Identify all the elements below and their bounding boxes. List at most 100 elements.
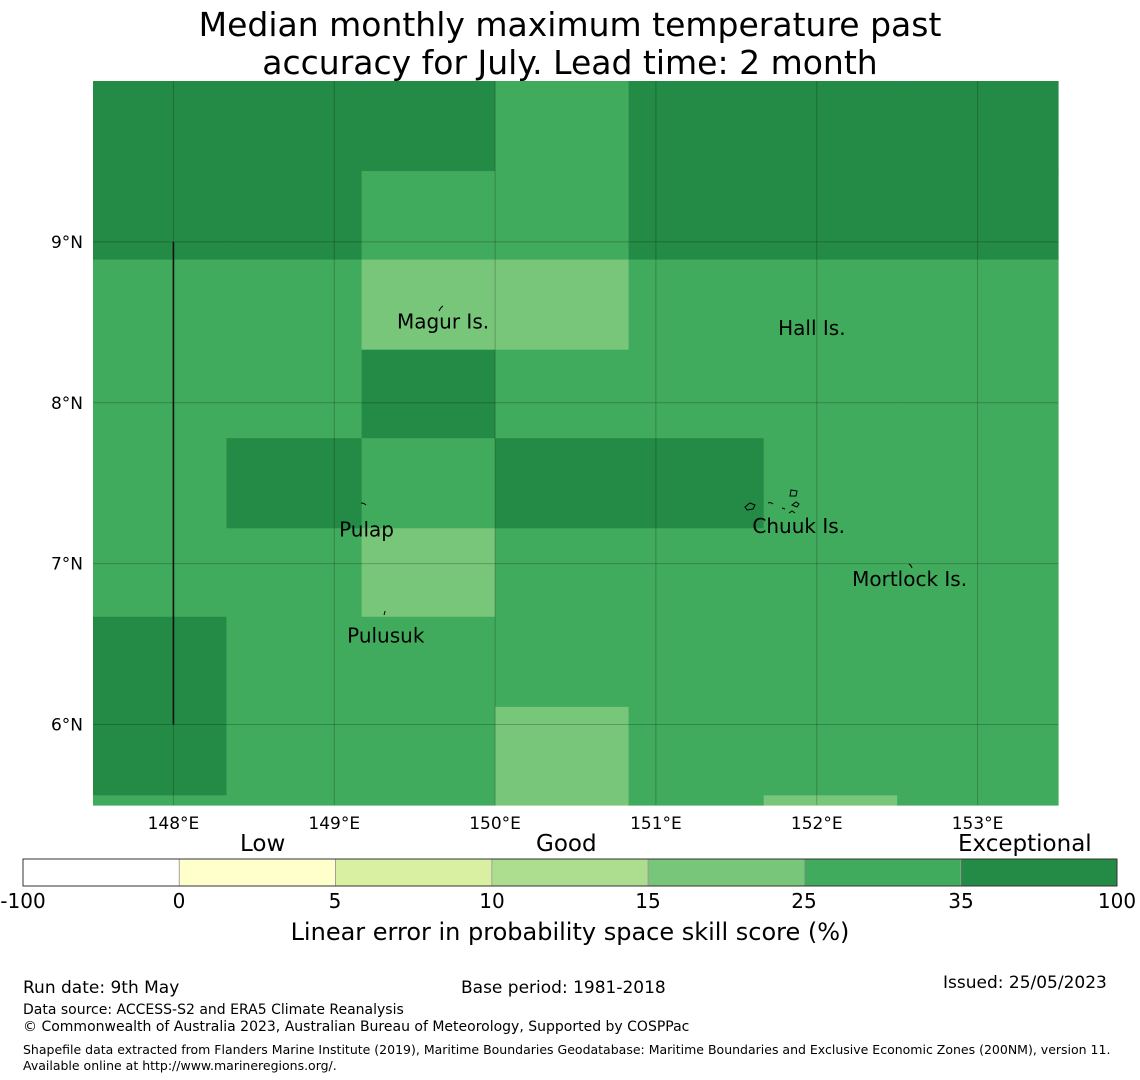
skill-cell-good — [495, 795, 630, 806]
skill-cell-exceptional — [226, 81, 363, 172]
graticule — [93, 81, 1058, 805]
colorbar-label-low: Low — [240, 831, 286, 857]
longitude-tick-label: 153°E — [952, 814, 1004, 834]
skill-cell-very-good — [495, 171, 630, 261]
latitude-tick-label: 7°N — [51, 555, 83, 575]
skill-cell-very-good — [93, 259, 228, 351]
skill-cell-very-good — [628, 706, 765, 796]
skill-cell-very-good — [897, 795, 1059, 806]
skill-cell-very-good — [93, 795, 228, 806]
skill-cell-very-good — [763, 259, 898, 351]
skill-cell-very-good — [361, 706, 496, 796]
island-outline — [788, 510, 796, 514]
island-outline — [790, 501, 800, 508]
longitude-tick-label: 152°E — [791, 814, 843, 834]
skill-cell-very-good — [897, 528, 1059, 618]
skill-cell-exceptional — [93, 81, 228, 172]
colorbar-label-good: Good — [536, 831, 597, 857]
skill-cell-exceptional — [361, 349, 496, 439]
colorbar-frame — [22, 858, 1118, 887]
skill-cell-exceptional — [763, 81, 898, 172]
skill-cell-exceptional — [628, 81, 765, 172]
skill-cell-very-good — [93, 438, 228, 529]
colorbar-tick: -100 — [0, 889, 46, 913]
skill-cell-exceptional — [226, 438, 363, 529]
colorbar-segment-c-10_15 — [491, 858, 649, 887]
skill-cell-good — [763, 795, 898, 806]
skill-cells — [93, 81, 1059, 806]
skill-cell-exceptional — [897, 171, 1059, 261]
skill-cell-very-good — [226, 706, 363, 796]
skill-cell-very-good — [226, 259, 363, 351]
longitude-tick-label: 148°E — [148, 814, 200, 834]
longitude-tick-label: 150°E — [469, 814, 521, 834]
skill-cell-very-good — [361, 171, 496, 261]
colorbar-tick: 15 — [635, 889, 661, 913]
skill-cell-very-good — [763, 528, 898, 618]
latitude-tick-label: 9°N — [51, 233, 83, 253]
colorbar-label-exceptional: Exceptional — [958, 831, 1092, 857]
skill-cell-very-good — [628, 616, 765, 708]
skill-cell-good — [495, 706, 630, 796]
island-outline — [383, 610, 386, 616]
skill-cell-very-good — [226, 616, 363, 708]
skill-cell-exceptional — [226, 171, 363, 261]
skill-cell-very-good — [763, 438, 898, 529]
skill-cell-exceptional — [93, 616, 228, 708]
skill-cell-very-good — [93, 528, 228, 618]
run-date: Run date: 9th May — [23, 978, 180, 998]
island-outline — [767, 502, 774, 505]
skill-cell-very-good — [495, 81, 630, 172]
skill-cell-very-good — [763, 706, 898, 796]
island-outline — [744, 502, 756, 511]
title-line-1: Median monthly maximum temperature past — [198, 5, 942, 44]
title-line-2: accuracy for July. Lead time: 2 month — [262, 43, 878, 82]
shapefile-credit: Shapefile data extracted from Flanders M… — [23, 1042, 1111, 1073]
skill-cell-very-good — [763, 616, 898, 708]
skill-cell-very-good — [361, 438, 496, 529]
longitude-tick-label: 151°E — [630, 814, 682, 834]
skill-cell-very-good — [763, 349, 898, 439]
island-outline — [789, 489, 798, 497]
skill-cell-very-good — [628, 795, 765, 806]
skill-cell-very-good — [361, 616, 496, 708]
skill-cell-very-good — [226, 349, 363, 439]
skill-cell-very-good — [897, 706, 1059, 796]
copyright: © Commonwealth of Australia 2023, Austra… — [23, 1019, 690, 1035]
island-outline — [360, 502, 367, 506]
colorbar-segment-exceptional — [960, 858, 1118, 887]
skill-cell-exceptional — [628, 171, 765, 261]
skill-cell-very-good — [897, 349, 1059, 439]
colorbar-tick: 25 — [791, 889, 817, 913]
skill-cell-good — [495, 259, 630, 351]
colorbar-segment-good — [647, 858, 805, 887]
skill-cell-very-good — [628, 259, 765, 351]
skill-cell-exceptional — [495, 438, 630, 529]
latitude-tick-label: 8°N — [51, 394, 83, 414]
island-outline — [438, 305, 444, 312]
colorbar-tick: 5 — [328, 889, 342, 913]
place-label: Magur Is. — [397, 310, 489, 334]
base-period: Base period: 1981-2018 — [461, 978, 666, 998]
island-outlines — [360, 305, 913, 616]
skill-cell-exceptional — [763, 171, 898, 261]
data-source: Data source: ACCESS-S2 and ERA5 Climate … — [23, 1002, 404, 1018]
skill-cell-exceptional — [897, 81, 1059, 172]
colorbar-segment-c-0_5 — [178, 858, 336, 887]
skill-cell-very-good — [628, 349, 765, 439]
place-label: Mortlock Is. — [852, 567, 967, 591]
colorbar-tick: 10 — [479, 889, 505, 913]
skill-cell-very-good — [495, 349, 630, 439]
map-title: Median monthly maximum temperature past … — [0, 6, 1140, 82]
axis-tick-labels: 148°E 149°E 150°E 151°E 152°E 153°E 9°N 8°N 7°N 6… — [51, 233, 1003, 834]
place-label: Hall Is. — [778, 316, 845, 340]
skill-cell-very-good — [226, 528, 363, 618]
place-label: Pulusuk — [347, 623, 425, 647]
latitude-tick-label: 6°N — [51, 716, 83, 736]
skill-cell-very-good — [361, 795, 496, 806]
skill-cell-exceptional — [361, 81, 496, 172]
colorbar-segment-c-5_10 — [335, 858, 493, 887]
colorbar-tick: 100 — [1097, 889, 1137, 913]
skill-cell-exceptional — [628, 438, 765, 529]
